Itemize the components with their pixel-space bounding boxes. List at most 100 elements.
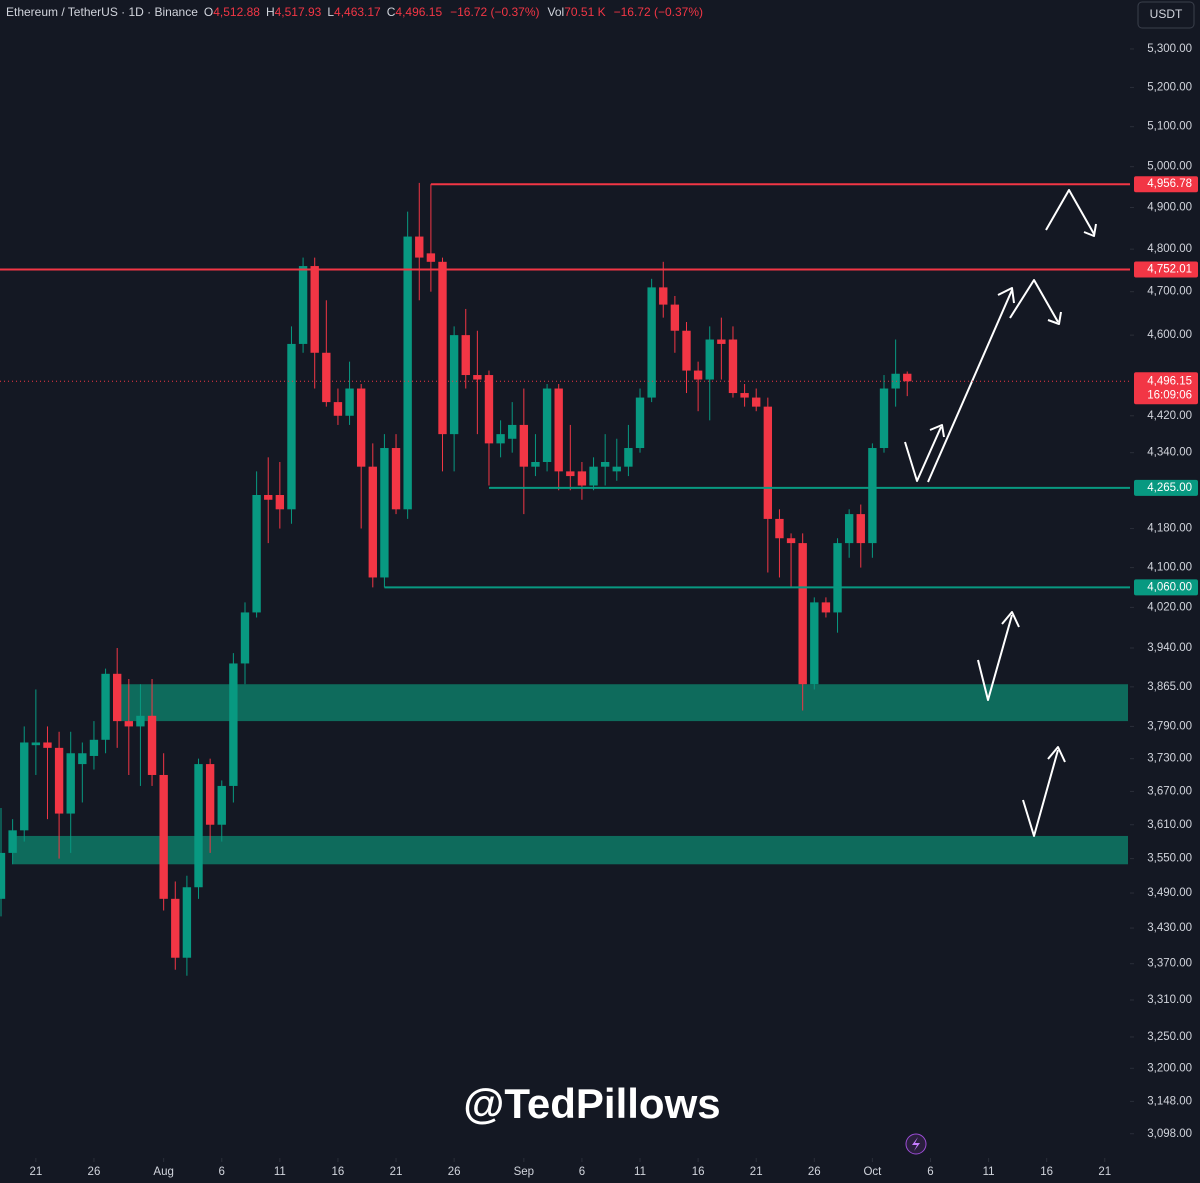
level-label: 4,060.00: [1147, 581, 1192, 593]
currency-label: USDT: [1150, 7, 1183, 21]
x-tick-label: 21: [750, 1166, 763, 1178]
arrow-head: [1001, 611, 1020, 628]
candle-body: [217, 785, 226, 825]
last-price-label: 4,496.15: [1147, 375, 1192, 387]
candle-body: [531, 461, 540, 467]
y-tick-label: 4,340.00: [1147, 447, 1192, 459]
candle-body: [20, 742, 29, 831]
y-tick-label: 4,020.00: [1147, 601, 1192, 613]
candle-body: [0, 852, 6, 899]
y-tick-label: 4,700.00: [1147, 286, 1192, 298]
y-tick-label: 5,000.00: [1147, 161, 1192, 173]
x-tick-label: 21: [29, 1166, 42, 1178]
currency-button[interactable]: [1137, 1, 1195, 29]
candle-body: [391, 448, 401, 510]
candle-body: [542, 388, 552, 462]
candle-body: [798, 543, 807, 685]
y-tick-label: 3,865.00: [1147, 681, 1192, 693]
candle-body: [8, 830, 17, 853]
x-tick-label: 6: [579, 1166, 585, 1178]
candle-body: [891, 373, 900, 389]
x-tick-label: 26: [88, 1166, 101, 1178]
candle-body: [821, 602, 831, 613]
candle-body: [31, 742, 41, 746]
level-label-bg: [1134, 176, 1198, 193]
candle-body: [577, 471, 587, 486]
x-tick-label: 6: [927, 1166, 933, 1178]
arrow-head: [1047, 746, 1066, 763]
y-tick-label: 4,420.00: [1147, 410, 1192, 422]
arrow: [977, 614, 1013, 701]
y-tick-label: 3,370.00: [1147, 958, 1192, 970]
candle-body: [775, 518, 784, 539]
x-tick-label: 16: [332, 1166, 345, 1178]
candle-body: [740, 393, 749, 398]
candle-body: [124, 721, 133, 727]
header-text: 4,512.88: [213, 5, 260, 19]
candle-body: [136, 715, 145, 727]
y-tick-label: 3,730.00: [1147, 753, 1192, 765]
candle-body: [682, 330, 691, 371]
candle-body: [356, 388, 366, 467]
x-tick-label: 11: [983, 1166, 995, 1178]
candle-body: [415, 236, 424, 258]
zone: [117, 684, 1129, 722]
arrow-head: [997, 287, 1015, 304]
header-text: −16.72 (−0.37%): [450, 5, 539, 19]
x-tick-label: 6: [219, 1166, 225, 1178]
y-tick-label: 5,100.00: [1147, 121, 1192, 133]
y-tick-label: 3,670.00: [1147, 785, 1192, 797]
last-price-bg: [1134, 372, 1198, 405]
y-tick-label: 3,610.00: [1147, 819, 1192, 831]
header: Ethereum / TetherUS · 1D · Binance O4,512…: [6, 5, 703, 19]
candle-body: [147, 715, 157, 775]
y-tick-label: 5,200.00: [1147, 81, 1192, 93]
candle-body: [856, 514, 865, 544]
candle-body: [403, 236, 412, 510]
candle-body: [566, 471, 575, 477]
candle-body: [879, 388, 889, 449]
candle-body: [101, 673, 110, 740]
level-label-bg: [1134, 261, 1198, 278]
y-tick-label: 4,600.00: [1147, 329, 1192, 341]
level-label: 4,265.00: [1147, 482, 1192, 494]
candle-body: [612, 466, 621, 472]
x-tick-label: 16: [692, 1166, 705, 1178]
annotations: [904, 189, 1097, 837]
x-tick-label: 21: [1098, 1166, 1111, 1178]
candle-body: [322, 352, 331, 403]
header-text: 4,517.93: [275, 5, 322, 19]
arrow-head: [1047, 311, 1062, 325]
header-text: C: [387, 5, 396, 19]
candle-body: [554, 388, 563, 472]
x-tick-label: 21: [390, 1166, 403, 1178]
candle-body: [89, 739, 99, 756]
candle-body: [589, 466, 598, 486]
y-tick-label: 4,800.00: [1147, 243, 1192, 255]
candle-body: [298, 266, 308, 344]
candle-body: [496, 434, 505, 444]
arrow-head: [929, 424, 945, 438]
candle-body: [449, 335, 459, 435]
candle-body: [333, 402, 343, 416]
candle-body: [229, 663, 238, 786]
level-label-bg: [1134, 479, 1198, 496]
candle-body: [252, 495, 261, 613]
arrow: [927, 289, 1013, 483]
candle-body: [600, 461, 610, 467]
header-text: 4,496.15: [395, 5, 442, 19]
candle-body: [647, 287, 656, 398]
y-tick-label: 3,250.00: [1147, 1031, 1192, 1043]
y-tick-label: 4,100.00: [1147, 562, 1192, 574]
arrow: [1022, 749, 1059, 837]
candle-body: [903, 373, 912, 382]
y-tick-label: 5,300.00: [1147, 43, 1192, 55]
candle-body: [205, 764, 215, 825]
candle-body: [171, 898, 180, 958]
candle-body: [844, 514, 854, 544]
y-tick-label: 3,148.00: [1147, 1095, 1192, 1107]
y-tick-label: 4,900.00: [1147, 202, 1192, 214]
arrow: [1009, 279, 1059, 323]
